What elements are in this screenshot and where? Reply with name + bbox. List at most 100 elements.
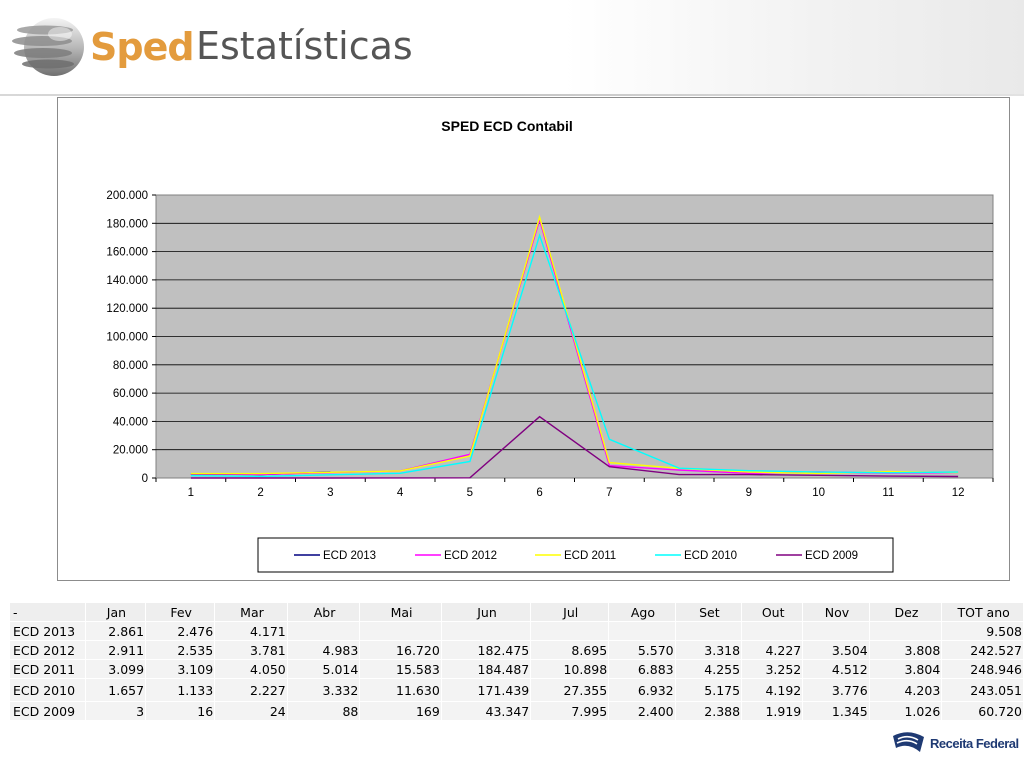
receita-federal-logo-text: Receita Federal — [930, 736, 1019, 751]
table-cell: 88 — [286, 701, 361, 721]
legend-label-ecd-2011: ECD 2011 — [564, 550, 616, 562]
table-cell: 27.355 — [530, 678, 610, 702]
table-cell: 6.883 — [608, 659, 676, 679]
y-tick-label: 0 — [142, 473, 148, 485]
x-tick-label: 4 — [397, 487, 404, 499]
y-tick-label: 120.000 — [106, 303, 148, 315]
y-tick-label: 180.000 — [106, 218, 148, 230]
x-tick-label: 6 — [536, 487, 542, 499]
table-header-cell: Ago — [608, 602, 676, 622]
header-divider — [0, 94, 1024, 96]
table-cell: 1.657 — [84, 678, 147, 702]
table-row: ECD 2011 3.099 3.109 4.050 5.014 15.583 184.48… — [9, 659, 1024, 679]
table-cell: 4.227 — [741, 640, 804, 660]
x-tick-label: 7 — [606, 487, 612, 499]
table-cell: 1.133 — [145, 678, 216, 702]
table-cell: 3.776 — [802, 678, 870, 702]
table-cell: 2.476 — [145, 621, 216, 641]
legend-label-ecd-2012: ECD 2012 — [444, 550, 497, 562]
table-header-cell: Jan — [84, 602, 147, 622]
table-cell: 10.898 — [530, 659, 610, 679]
table-cell: 4.050 — [214, 659, 288, 679]
legend-label-ecd-2010: ECD 2010 — [684, 550, 737, 562]
x-tick-label: 5 — [467, 487, 473, 499]
table-cell: 2.861 — [84, 621, 147, 641]
table-cell: 4.255 — [674, 659, 743, 679]
table-cell: 2.400 — [608, 701, 676, 721]
y-tick-label: 40.000 — [113, 416, 148, 428]
table-cell: 169 — [359, 701, 442, 721]
sped-logo-text: Sped — [90, 25, 195, 69]
y-tick-label: 100.000 — [106, 332, 148, 344]
table-cell: 4.512 — [802, 659, 870, 679]
table-cell: 5.014 — [286, 659, 361, 679]
table-cell: 4.192 — [741, 678, 804, 702]
table-row-label: ECD 2010 — [9, 678, 86, 702]
series-line-ecd-2009 — [190, 415, 959, 479]
table-cell — [530, 621, 610, 641]
table-header-cell: Jun — [440, 602, 532, 622]
table-header-cell: Mar — [214, 602, 288, 622]
table-cell: 2.388 — [674, 701, 743, 721]
y-tick-label: 140.000 — [106, 275, 148, 287]
table-cell: 5.175 — [674, 678, 743, 702]
table-header-cell: Nov — [802, 602, 870, 622]
table-cell: 1.026 — [868, 701, 943, 721]
x-tick-label: 2 — [257, 487, 263, 499]
table-cell: 3.504 — [802, 640, 870, 660]
x-tick-label: 1 — [188, 487, 194, 499]
y-tick-label: 20.000 — [113, 445, 148, 457]
table-cell: 171.439 — [440, 678, 532, 702]
table-cell: 3.318 — [674, 640, 743, 660]
line-chart: SPED ECD Contabil 0 20.000 40.000 60.000 80.… — [106, 118, 994, 573]
table-cell: 43.347 — [440, 701, 532, 721]
table-cell: 15.583 — [359, 659, 442, 679]
y-tick-label: 60.000 — [113, 388, 148, 400]
table-row: ECD 2010 1.657 1.133 2.227 3.332 11.630 171.43… — [9, 678, 1024, 702]
x-tick-label: 9 — [746, 487, 752, 499]
table-cell: 3.804 — [868, 659, 943, 679]
table-cell: 1.919 — [741, 701, 804, 721]
table-cell — [741, 621, 804, 641]
table-cell: 5.570 — [608, 640, 676, 660]
table-row: ECD 2009 3 16 24 88 169 43.347 7.995 2.400 2.388 1… — [9, 701, 1024, 721]
table-row: ECD 2012 2.911 2.535 3.781 4.983 16.720 182.47… — [9, 640, 1024, 660]
chart-title: SPED ECD Contabil — [441, 118, 572, 134]
legend-label-ecd-2013: ECD 2013 — [323, 550, 376, 562]
table-header-cell: Abr — [286, 602, 361, 622]
table-cell — [440, 621, 532, 641]
x-tick-label: 10 — [812, 487, 825, 499]
table-cell: 6.932 — [608, 678, 676, 702]
table-cell: 1.345 — [802, 701, 870, 721]
table-header-cell: Jul — [530, 602, 610, 622]
table-row-label: ECD 2009 — [9, 701, 86, 721]
table-row-label: ECD 2012 — [9, 640, 86, 660]
legend-label-ecd-2009: ECD 2009 — [805, 550, 858, 562]
table-cell: 60.720 — [941, 701, 1024, 721]
table-cell: 16.720 — [359, 640, 442, 660]
table-cell: 3.099 — [84, 659, 147, 679]
table-cell: 243.051 — [941, 678, 1024, 702]
table-header-cell: Mai — [359, 602, 442, 622]
x-tick-label: 12 — [952, 487, 965, 499]
table-cell: 2.535 — [145, 640, 216, 660]
table-cell: 24 — [214, 701, 288, 721]
table-cell: 3.332 — [286, 678, 361, 702]
table-header-row: - Jan Fev Mar Abr Mai Jun Jul Ago Set Out Nov Dez TOT… — [9, 602, 1024, 622]
x-tick-label: 11 — [882, 487, 894, 499]
table-cell — [674, 621, 743, 641]
series-line-ecd-2011 — [190, 214, 959, 475]
table-cell: 3.252 — [741, 659, 804, 679]
table-header-cell: TOT ano — [941, 602, 1024, 622]
table-cell — [286, 621, 361, 641]
table-cell: 4.203 — [868, 678, 943, 702]
y-tick-label: 80.000 — [113, 360, 148, 372]
table-header-cell: Dez — [868, 602, 943, 622]
table-cell: 16 — [145, 701, 216, 721]
table-cell: 8.695 — [530, 640, 610, 660]
series-line-ecd-2010 — [190, 233, 959, 478]
y-tick-label: 160.000 — [106, 247, 148, 259]
table-cell: 4.171 — [214, 621, 288, 641]
table-cell — [359, 621, 442, 641]
table-cell — [868, 621, 943, 641]
